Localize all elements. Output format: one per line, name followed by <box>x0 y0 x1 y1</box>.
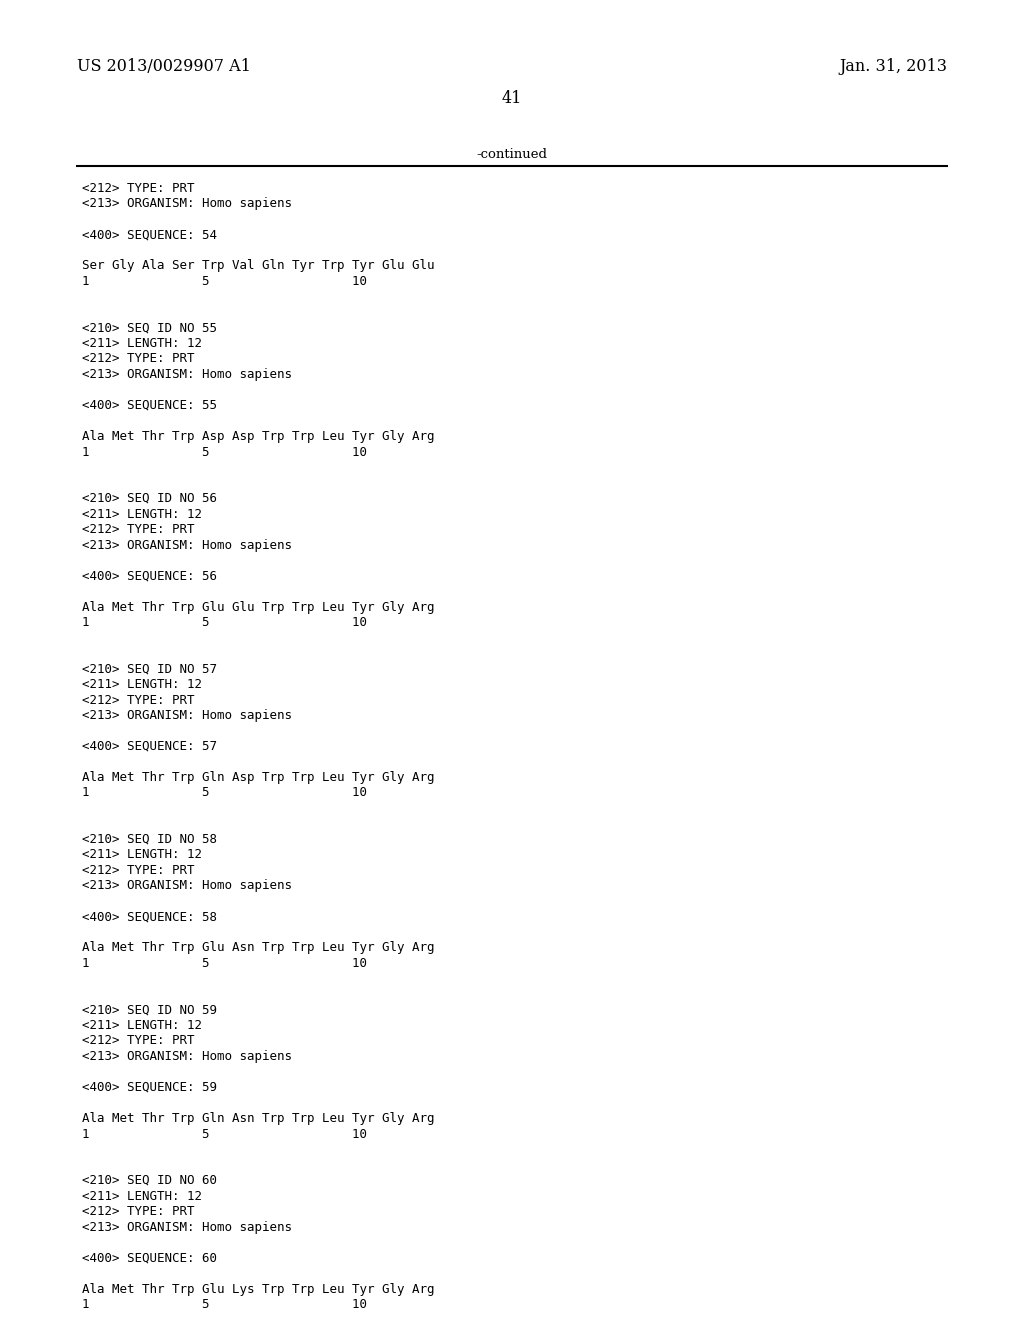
Text: Ala Met Thr Trp Glu Asn Trp Trp Leu Tyr Gly Arg: Ala Met Thr Trp Glu Asn Trp Trp Leu Tyr … <box>82 941 434 954</box>
Text: 1               5                   10: 1 5 10 <box>82 616 367 630</box>
Text: <212> TYPE: PRT: <212> TYPE: PRT <box>82 523 195 536</box>
Text: <211> LENGTH: 12: <211> LENGTH: 12 <box>82 1189 202 1203</box>
Text: <212> TYPE: PRT: <212> TYPE: PRT <box>82 865 195 876</box>
Text: 1               5                   10: 1 5 10 <box>82 1127 367 1140</box>
Text: US 2013/0029907 A1: US 2013/0029907 A1 <box>77 58 251 75</box>
Text: 1               5                   10: 1 5 10 <box>82 446 367 458</box>
Text: <210> SEQ ID NO 55: <210> SEQ ID NO 55 <box>82 322 217 334</box>
Text: <211> LENGTH: 12: <211> LENGTH: 12 <box>82 678 202 690</box>
Text: 1               5                   10: 1 5 10 <box>82 1298 367 1311</box>
Text: Ala Met Thr Trp Glu Glu Trp Trp Leu Tyr Gly Arg: Ala Met Thr Trp Glu Glu Trp Trp Leu Tyr … <box>82 601 434 614</box>
Text: <210> SEQ ID NO 57: <210> SEQ ID NO 57 <box>82 663 217 676</box>
Text: Jan. 31, 2013: Jan. 31, 2013 <box>840 58 947 75</box>
Text: <213> ORGANISM: Homo sapiens: <213> ORGANISM: Homo sapiens <box>82 709 292 722</box>
Text: Ala Met Thr Trp Gln Asn Trp Trp Leu Tyr Gly Arg: Ala Met Thr Trp Gln Asn Trp Trp Leu Tyr … <box>82 1111 434 1125</box>
Text: <400> SEQUENCE: 59: <400> SEQUENCE: 59 <box>82 1081 217 1094</box>
Text: Ser Gly Ala Ser Trp Val Gln Tyr Trp Tyr Glu Glu: Ser Gly Ala Ser Trp Val Gln Tyr Trp Tyr … <box>82 260 434 272</box>
Text: <213> ORGANISM: Homo sapiens: <213> ORGANISM: Homo sapiens <box>82 368 292 381</box>
Text: <400> SEQUENCE: 57: <400> SEQUENCE: 57 <box>82 741 217 752</box>
Text: <400> SEQUENCE: 58: <400> SEQUENCE: 58 <box>82 911 217 924</box>
Text: 41: 41 <box>502 90 522 107</box>
Text: <211> LENGTH: 12: <211> LENGTH: 12 <box>82 507 202 520</box>
Text: <400> SEQUENCE: 60: <400> SEQUENCE: 60 <box>82 1251 217 1265</box>
Text: <212> TYPE: PRT: <212> TYPE: PRT <box>82 693 195 706</box>
Text: <400> SEQUENCE: 56: <400> SEQUENCE: 56 <box>82 569 217 582</box>
Text: <211> LENGTH: 12: <211> LENGTH: 12 <box>82 849 202 862</box>
Text: <210> SEQ ID NO 60: <210> SEQ ID NO 60 <box>82 1173 217 1187</box>
Text: <400> SEQUENCE: 54: <400> SEQUENCE: 54 <box>82 228 217 242</box>
Text: <400> SEQUENCE: 55: <400> SEQUENCE: 55 <box>82 399 217 412</box>
Text: <210> SEQ ID NO 56: <210> SEQ ID NO 56 <box>82 492 217 506</box>
Text: <212> TYPE: PRT: <212> TYPE: PRT <box>82 352 195 366</box>
Text: <211> LENGTH: 12: <211> LENGTH: 12 <box>82 337 202 350</box>
Text: <213> ORGANISM: Homo sapiens: <213> ORGANISM: Homo sapiens <box>82 1049 292 1063</box>
Text: <211> LENGTH: 12: <211> LENGTH: 12 <box>82 1019 202 1032</box>
Text: <212> TYPE: PRT: <212> TYPE: PRT <box>82 1035 195 1048</box>
Text: <212> TYPE: PRT: <212> TYPE: PRT <box>82 1205 195 1218</box>
Text: <212> TYPE: PRT: <212> TYPE: PRT <box>82 182 195 195</box>
Text: <213> ORGANISM: Homo sapiens: <213> ORGANISM: Homo sapiens <box>82 198 292 210</box>
Text: -continued: -continued <box>476 148 548 161</box>
Text: 1               5                   10: 1 5 10 <box>82 275 367 288</box>
Text: <213> ORGANISM: Homo sapiens: <213> ORGANISM: Homo sapiens <box>82 879 292 892</box>
Text: <213> ORGANISM: Homo sapiens: <213> ORGANISM: Homo sapiens <box>82 1221 292 1233</box>
Text: Ala Met Thr Trp Glu Lys Trp Trp Leu Tyr Gly Arg: Ala Met Thr Trp Glu Lys Trp Trp Leu Tyr … <box>82 1283 434 1295</box>
Text: <213> ORGANISM: Homo sapiens: <213> ORGANISM: Homo sapiens <box>82 539 292 552</box>
Text: 1               5                   10: 1 5 10 <box>82 787 367 800</box>
Text: <210> SEQ ID NO 59: <210> SEQ ID NO 59 <box>82 1003 217 1016</box>
Text: Ala Met Thr Trp Asp Asp Trp Trp Leu Tyr Gly Arg: Ala Met Thr Trp Asp Asp Trp Trp Leu Tyr … <box>82 430 434 444</box>
Text: <210> SEQ ID NO 58: <210> SEQ ID NO 58 <box>82 833 217 846</box>
Text: Ala Met Thr Trp Gln Asp Trp Trp Leu Tyr Gly Arg: Ala Met Thr Trp Gln Asp Trp Trp Leu Tyr … <box>82 771 434 784</box>
Text: 1               5                   10: 1 5 10 <box>82 957 367 970</box>
